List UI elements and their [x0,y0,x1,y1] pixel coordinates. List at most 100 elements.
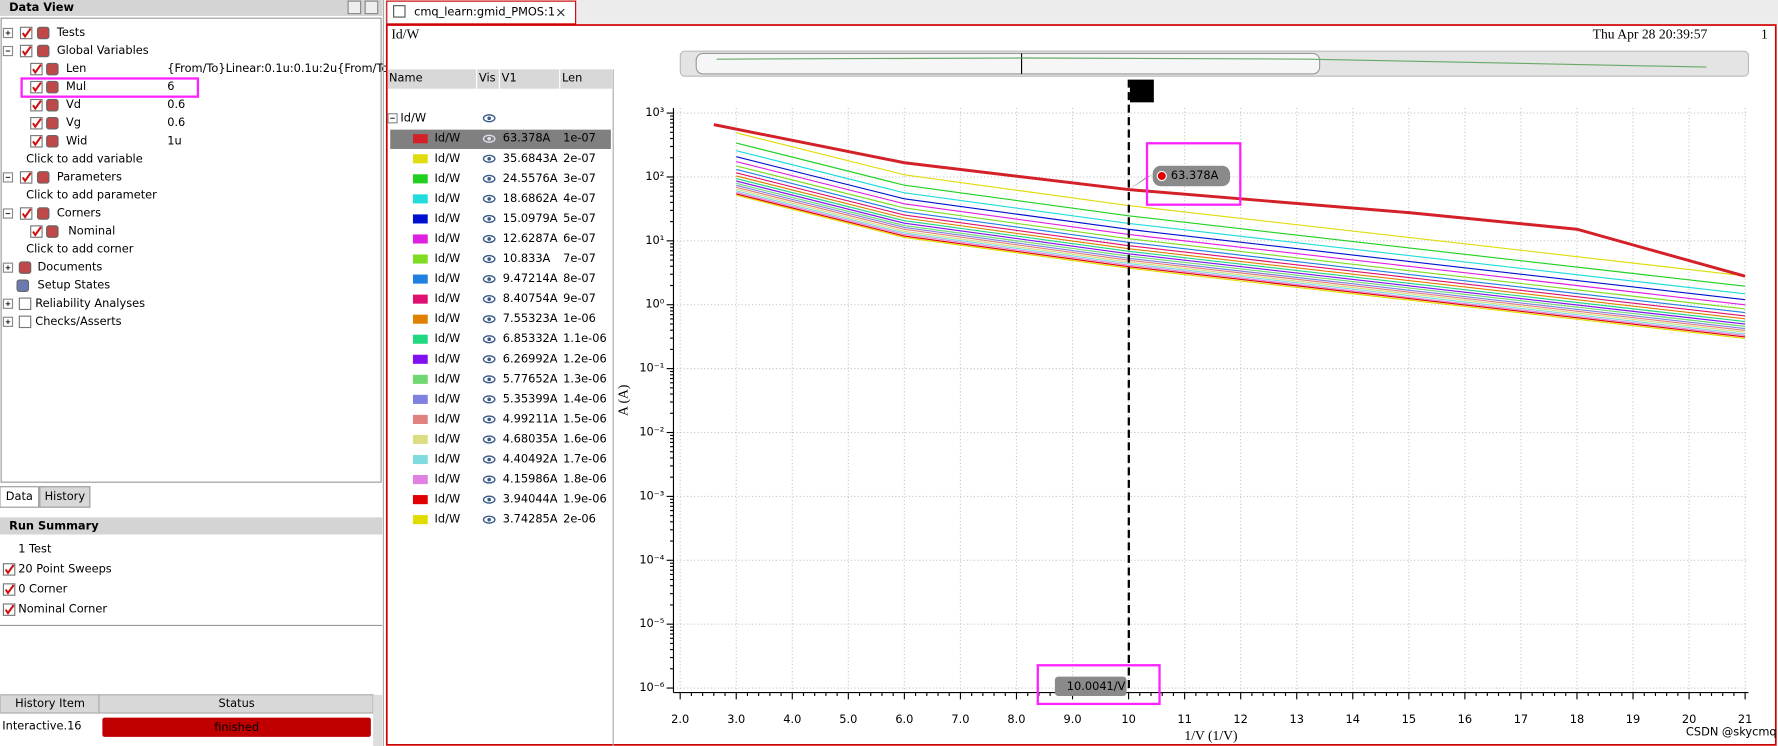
vis-pupil [487,357,491,362]
tree-label[interactable]: Setup States [38,278,111,292]
tree-label[interactable]: Mul [66,79,86,93]
cursor-name[interactable]: V1 [1134,82,1151,97]
tree-label[interactable]: Tests [56,25,85,39]
legend-len: 5e-07 [563,211,596,225]
legend-swatch [412,194,428,204]
vis-pupil [487,337,491,342]
tree-label[interactable]: Len [66,61,86,75]
cursor-tag [1129,79,1154,103]
tree-label[interactable]: Documents [38,260,103,274]
column-header: Vis [479,70,496,84]
x-tick-label: 5.0 [839,712,857,726]
legend-name[interactable]: Id/W [435,151,461,165]
legend-name[interactable]: Id/W [435,391,461,405]
vis-pupil [487,477,491,482]
tree-value[interactable]: {From/To}Linear:0.1u:0.1u:2u{From/To} [167,61,395,75]
legend-value: 6.26992A [503,351,558,365]
tree-label[interactable]: Click to add corner [26,242,134,256]
window-tab-label[interactable]: cmq_learn:gmid_PMOS:1 [414,5,555,19]
legend-value: 4.68035A [503,431,558,445]
legend-name[interactable]: Id/W [435,331,461,345]
legend-len: 1.7e-06 [563,452,607,466]
legend-name[interactable]: Id/W [435,251,461,265]
legend-name[interactable]: Id/W [435,431,461,445]
tree-label[interactable]: Nominal [68,224,115,238]
page-number: 1 [1761,26,1768,41]
legend-len: 8e-07 [563,271,596,285]
vis-eye [482,194,496,203]
tree-label[interactable]: Click to add parameter [26,187,157,201]
tree-value[interactable]: 0.6 [167,115,185,129]
cursor-y-label: 63.378A [1171,168,1219,182]
tree-label[interactable]: Vg [66,115,81,129]
tree-label[interactable]: Global Variables [57,43,149,57]
legend-name[interactable]: Id/W [435,371,461,385]
legend-group: Id/W [400,110,426,124]
y-tick-label: 10⁻⁵ [639,616,664,630]
legend-name[interactable]: Id/W [435,492,461,506]
callout [1152,165,1231,187]
check-mark [32,226,42,237]
legend-value: 4.99211A [503,411,558,425]
checkbox [30,116,43,130]
legend-name[interactable]: Id/W [435,131,461,145]
legend-name[interactable]: Id/W [435,452,461,466]
vis-pupil [487,237,491,241]
legend-name[interactable]: Id/W [435,411,461,425]
vis-eye [482,395,496,404]
tab-label[interactable]: Data [6,489,33,503]
x-tick-label: 16 [1458,712,1472,726]
legend-swatch [412,234,428,244]
vis-pupil [487,317,491,321]
tree-label[interactable]: Reliability Analyses [35,296,145,310]
legend-name[interactable]: Id/W [435,512,461,526]
legend-value: 6.85332A [503,331,558,345]
tree-label[interactable]: Click to add variable [26,151,143,165]
legend-len: 1.6e-06 [563,431,607,445]
tree-box [0,17,382,483]
legend-len: 1e-07 [563,131,596,145]
tree-value[interactable]: 0.6 [167,97,185,111]
tree-label[interactable]: Corners [57,206,101,220]
legend-name[interactable]: Id/W [435,351,461,365]
legend-swatch [412,394,428,404]
history-item[interactable]: Interactive.16 [2,719,81,733]
x-axis-label: 1/V (1/V) [1184,728,1237,744]
summary-item: 1 Test [18,541,52,555]
tree-icon [46,135,59,148]
legend-name[interactable]: Id/W [435,311,461,325]
tab-label[interactable]: History [45,489,86,503]
legend-name[interactable]: Id/W [435,171,461,185]
tree-value[interactable]: 6 [167,79,174,93]
legend-value: 12.6287A [503,231,558,245]
tab-data [0,486,40,508]
legend-name[interactable]: Id/W [435,472,461,486]
help-button[interactable] [347,0,362,15]
x-tick-label: 9.0 [1063,712,1081,726]
tree-label[interactable]: Parameters [57,169,122,183]
x-tick-label: 20 [1682,712,1696,726]
legend-name[interactable]: Id/W [435,231,461,245]
tree-label[interactable]: Checks/Asserts [35,314,121,328]
float-button[interactable] [364,0,379,15]
panel-header [0,0,383,16]
tree-label[interactable]: Wid [66,133,87,147]
legend-name[interactable]: Id/W [435,271,461,285]
legend-name[interactable]: Id/W [435,291,461,305]
checkbox [19,26,33,40]
legend-name[interactable]: Id/W [435,211,461,225]
vis-pupil [487,257,491,261]
tree-value[interactable]: 1u [167,133,181,147]
y-axis-label: A (A) [616,385,632,416]
legend-name[interactable]: Id/W [435,191,461,205]
vis-pupil [487,457,491,462]
legend-len: 9e-07 [563,291,596,305]
vis-pupil [487,397,491,402]
check-mark [32,118,42,129]
check-mark [32,100,42,111]
legend-value: 7.55323A [503,311,558,325]
tree-icon [36,26,50,40]
curve [736,142,1746,287]
tree-label[interactable]: Vd [66,97,81,111]
